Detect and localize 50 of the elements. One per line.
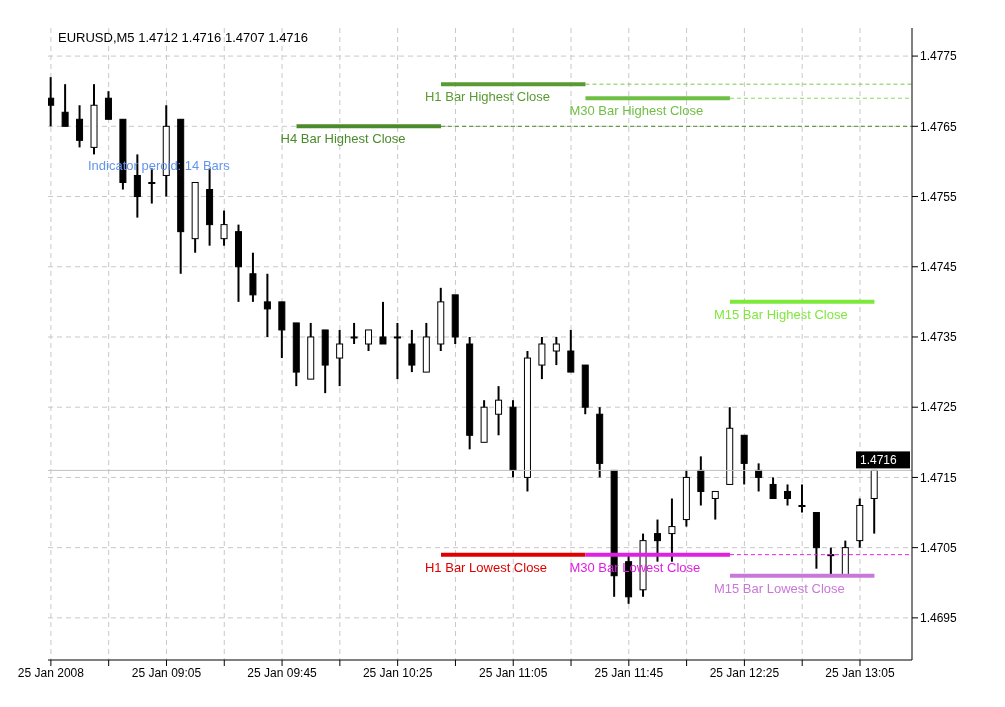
candlestick [249, 251, 257, 303]
x-tick-label: 25 Jan 13:05 [825, 665, 895, 680]
candlestick [220, 209, 228, 247]
candlestick [48, 76, 55, 128]
candlestick [653, 518, 661, 563]
y-tick-label: 1.4715 [920, 470, 958, 485]
x-tick-label: 25 Jan 10:25 [362, 665, 433, 680]
x-tick-label: 25 Jan 12:25 [709, 665, 780, 680]
candlestick [104, 90, 112, 121]
candlestick [711, 490, 719, 521]
candlestick [365, 328, 373, 353]
candlestick [769, 476, 777, 500]
series-label: M15 Bar Highest Close [713, 306, 848, 322]
y-tick-label: 1.4775 [920, 49, 958, 64]
series-label: M30 Bar Highest Close [569, 103, 704, 119]
candlestick [76, 104, 84, 149]
candlestick [784, 483, 792, 507]
x-tick-label: 25 Jan 11:45 [594, 665, 664, 680]
candlestick [336, 328, 344, 388]
series-label: H1 Bar Lowest Close [424, 559, 548, 575]
y-tick-label: 1.4765 [920, 119, 958, 134]
candlestick [350, 321, 358, 345]
y-tick-label: 1.4725 [920, 400, 958, 415]
series-label: H4 Bar Highest Close [280, 131, 406, 147]
candlestick [408, 328, 416, 374]
y-tick-label: 1.4705 [920, 540, 958, 555]
candlestick [567, 328, 575, 374]
y-tick-label: 1.4755 [920, 189, 958, 204]
x-tick-label: 25 Jan 11:05 [478, 665, 548, 680]
candlestick [263, 272, 271, 338]
candlestick [393, 321, 401, 381]
y-tick-label: 1.4735 [920, 330, 958, 345]
x-tick-label: 25 Jan 2008 [17, 665, 85, 680]
candlestick [668, 497, 676, 563]
series-label: M15 Bar Lowest Close [713, 580, 845, 596]
candlestick [495, 385, 503, 437]
candlestick [697, 455, 705, 507]
candlestick [61, 83, 69, 128]
x-tick-label: 25 Jan 09:45 [247, 665, 318, 680]
candlestick [379, 300, 387, 345]
candlestick [827, 546, 835, 577]
ref-line-label: 1.4716 [860, 453, 898, 468]
candlestick [538, 335, 546, 381]
x-tick-label: 25 Jan 09:05 [131, 665, 202, 680]
chart-title: EURUSD,M5 1.4712 1.4716 1.4707 1.4716 [58, 30, 309, 45]
y-tick-label: 1.4745 [920, 260, 958, 275]
series-label: H1 Bar Highest Close [424, 89, 550, 105]
candlestick [552, 335, 560, 367]
y-tick-label: 1.4695 [920, 611, 958, 626]
candlestick [798, 483, 806, 514]
